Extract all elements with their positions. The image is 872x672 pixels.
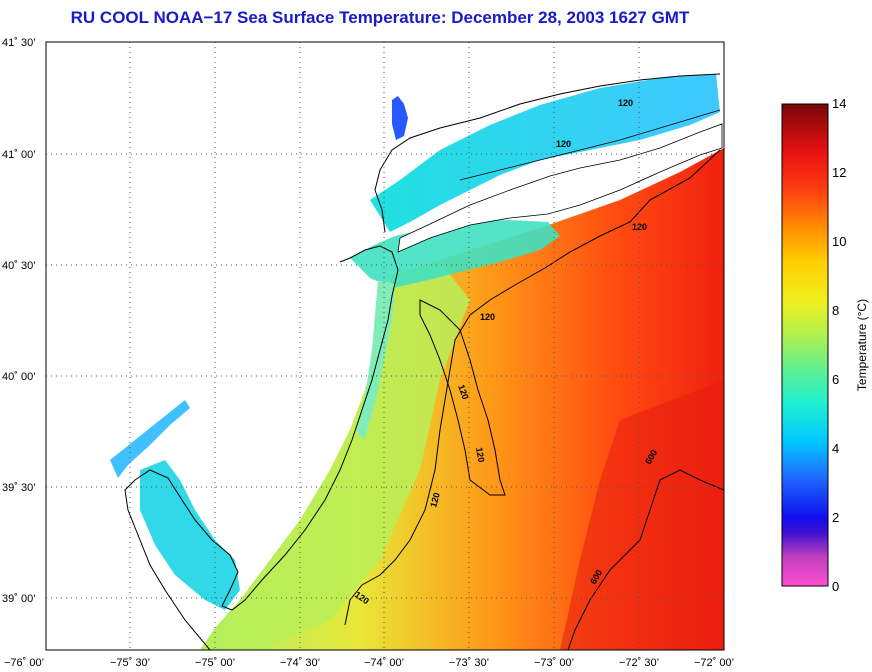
sst-map: 120 120 120 120 120 120 120 120 600 600 [46,42,724,650]
lon-label: −72˚ 30’ [619,657,659,669]
lat-label: 40˚ 00’ [2,371,36,383]
colorbar-tick: 2 [832,510,839,525]
longitude-labels: −76˚ 00’ −75˚ 30’ −75˚ 00’ −74˚ 30’ −74˚… [4,657,734,669]
colorbar-ticks: 0 2 4 6 8 10 12 14 [832,96,846,594]
map-border [45,41,725,651]
lon-label: −76˚ 00’ [4,657,44,669]
contour-600m [567,469,724,650]
lon-label: −72˚ 00’ [694,657,734,669]
delaware-river [110,400,190,478]
coastline-hudson [374,73,721,233]
contour-label: 120 [618,98,633,108]
contour-120m-b [419,299,506,496]
lon-label: −73˚ 30’ [449,657,489,669]
long-island [397,123,723,253]
lon-label: −75˚ 00’ [195,657,235,669]
nj-coastal-water [200,262,470,650]
contour-label: 120 [556,139,571,149]
colorbar-tick: 14 [832,96,846,111]
lon-label: −73˚ 00’ [534,657,574,669]
contour-label: 120 [480,312,495,322]
hudson-cold-patch [392,96,408,140]
contour-label: 120 [456,383,471,401]
lon-label: −75˚ 30’ [110,657,150,669]
contour-label: 120 [428,491,442,508]
lat-label: 40˚ 30’ [2,260,36,272]
colorbar-tick: 0 [832,579,839,594]
colorbar-gradient [781,103,829,587]
colorbar-tick: 8 [832,303,839,318]
map-title: RU COOL NOAA−17 Sea Surface Temperature:… [71,8,690,27]
colorbar-tick: 10 [832,234,846,249]
lat-label: 39˚ 30’ [2,482,36,494]
contour-120m [344,149,721,626]
contour-label: 120 [474,447,486,464]
colorbar: 0 2 4 6 8 10 12 14 Temperature (°C) [781,96,869,594]
lat-label: 39˚ 00’ [2,593,36,605]
lon-label: −74˚ 30’ [280,657,320,669]
colorbar-tick: 12 [832,165,846,180]
warm-core [560,380,724,650]
coastline [124,245,399,650]
latitude-labels: 41˚ 30’ 41˚ 00’ 40˚ 30’ 40˚ 00’ 39˚ 30’ … [2,37,36,605]
lon-label: −74˚ 00’ [364,657,404,669]
colorbar-tick: 4 [832,441,839,456]
long-island-sound [370,74,720,232]
colorbar-label: Temperature (°C) [855,299,869,391]
contour-label: 120 [632,222,647,232]
lat-label: 41˚ 00’ [2,149,36,161]
contour-sound [459,109,721,181]
graticule [46,42,724,650]
colorbar-tick: 6 [832,372,839,387]
lat-label: 41˚ 30’ [2,37,36,49]
